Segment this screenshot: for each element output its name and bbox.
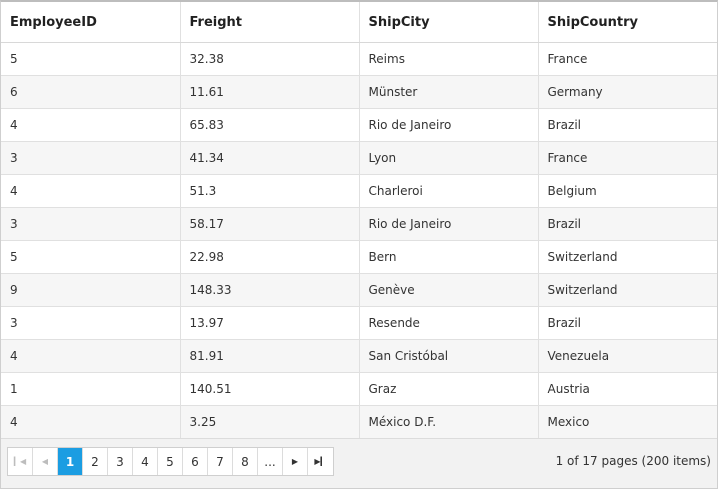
column-header-shipcity[interactable]: ShipCity [359, 2, 539, 43]
cell-freight: 32.38 [180, 42, 360, 76]
cell-employeeid: 3 [1, 141, 181, 175]
page-button-7[interactable]: 7 [208, 448, 233, 475]
cell-employeeid: 6 [1, 75, 181, 109]
table-row[interactable]: 4 65.83 Rio de Janeiro Brazil [1, 108, 717, 142]
cell-shipcity: Lyon [359, 141, 539, 175]
cell-shipcountry: Mexico [538, 405, 717, 439]
cell-freight: 3.25 [180, 405, 360, 439]
cell-shipcountry: Belgium [538, 174, 717, 208]
page-button-2[interactable]: 2 [83, 448, 108, 475]
cell-shipcity: Genève [359, 273, 539, 307]
more-pages-button[interactable]: ... [258, 448, 283, 475]
pager-info: 1 of 17 pages (200 items) [555, 454, 711, 468]
table-row[interactable]: 3 41.34 Lyon France [1, 141, 717, 175]
cell-shipcountry: Switzerland [538, 240, 717, 274]
cell-shipcity: Rio de Janeiro [359, 207, 539, 241]
cell-shipcountry: Austria [538, 372, 717, 406]
column-header-shipcountry[interactable]: ShipCountry [538, 2, 717, 43]
cell-employeeid: 5 [1, 42, 181, 76]
cell-shipcity: Resende [359, 306, 539, 340]
cell-employeeid: 9 [1, 273, 181, 307]
cell-employeeid: 5 [1, 240, 181, 274]
cell-shipcountry: Germany [538, 75, 717, 109]
table-row[interactable]: 4 51.3 Charleroi Belgium [1, 174, 717, 208]
last-page-button[interactable]: ▶▎ [308, 448, 333, 475]
cell-shipcity: Graz [359, 372, 539, 406]
cell-shipcity: México D.F. [359, 405, 539, 439]
next-page-icon: ▶ [291, 457, 299, 466]
cell-shipcountry: France [538, 141, 717, 175]
cell-employeeid: 4 [1, 405, 181, 439]
cell-freight: 41.34 [180, 141, 360, 175]
cell-freight: 65.83 [180, 108, 360, 142]
page-button-1[interactable]: 1 [58, 448, 83, 475]
cell-employeeid: 4 [1, 339, 181, 373]
page-button-6[interactable]: 6 [183, 448, 208, 475]
last-page-icon: ▶▎ [314, 457, 327, 466]
cell-shipcountry: Venezuela [538, 339, 717, 373]
grid-table: EmployeeID Freight ShipCity ShipCountry … [1, 2, 717, 439]
grid-body: 5 32.38 Reims France 6 11.61 Münster Germany 4 65… [1, 42, 717, 439]
table-row[interactable]: 4 81.91 San Cristóbal Venezuela [1, 339, 717, 373]
table-row[interactable]: 5 32.38 Reims France [1, 42, 717, 76]
table-row[interactable]: 4 3.25 México D.F. Mexico [1, 405, 717, 439]
pager: ▎◀ ◀ 1 2 3 4 5 6 7 8 ... ▶ ▶▎ 1 of 17 pa… [1, 438, 717, 488]
header-row: EmployeeID Freight ShipCity ShipCountry [1, 2, 717, 43]
page-button-4[interactable]: 4 [133, 448, 158, 475]
cell-employeeid: 4 [1, 174, 181, 208]
cell-shipcity: Charleroi [359, 174, 539, 208]
cell-shipcity: Münster [359, 75, 539, 109]
cell-freight: 58.17 [180, 207, 360, 241]
table-row[interactable]: 3 58.17 Rio de Janeiro Brazil [1, 207, 717, 241]
table-row[interactable]: 3 13.97 Resende Brazil [1, 306, 717, 340]
cell-employeeid: 1 [1, 372, 181, 406]
cell-freight: 13.97 [180, 306, 360, 340]
cell-employeeid: 3 [1, 207, 181, 241]
table-row[interactable]: 5 22.98 Bern Switzerland [1, 240, 717, 274]
cell-shipcountry: Brazil [538, 306, 717, 340]
table-row[interactable]: 9 148.33 Genève Switzerland [1, 273, 717, 307]
cell-shipcity: San Cristóbal [359, 339, 539, 373]
page-button-5[interactable]: 5 [158, 448, 183, 475]
cell-freight: 11.61 [180, 75, 360, 109]
cell-employeeid: 3 [1, 306, 181, 340]
cell-freight: 148.33 [180, 273, 360, 307]
previous-page-icon: ◀ [41, 457, 49, 466]
cell-freight: 81.91 [180, 339, 360, 373]
previous-page-button[interactable]: ◀ [33, 448, 58, 475]
next-page-button[interactable]: ▶ [283, 448, 308, 475]
page-button-3[interactable]: 3 [108, 448, 133, 475]
cell-shipcountry: Brazil [538, 207, 717, 241]
table-row[interactable]: 6 11.61 Münster Germany [1, 75, 717, 109]
cell-freight: 22.98 [180, 240, 360, 274]
cell-freight: 51.3 [180, 174, 360, 208]
cell-shipcountry: France [538, 42, 717, 76]
first-page-button[interactable]: ▎◀ [8, 448, 33, 475]
cell-shipcity: Rio de Janeiro [359, 108, 539, 142]
cell-shipcountry: Brazil [538, 108, 717, 142]
cell-freight: 140.51 [180, 372, 360, 406]
page-button-8[interactable]: 8 [233, 448, 258, 475]
cell-shipcity: Bern [359, 240, 539, 274]
cell-shipcity: Reims [359, 42, 539, 76]
table-row[interactable]: 1 140.51 Graz Austria [1, 372, 717, 406]
cell-shipcountry: Switzerland [538, 273, 717, 307]
column-header-employeeid[interactable]: EmployeeID [1, 2, 181, 43]
first-page-icon: ▎◀ [13, 457, 27, 466]
column-header-freight[interactable]: Freight [180, 2, 360, 43]
cell-employeeid: 4 [1, 108, 181, 142]
pager-buttons: ▎◀ ◀ 1 2 3 4 5 6 7 8 ... ▶ ▶▎ [7, 447, 334, 476]
